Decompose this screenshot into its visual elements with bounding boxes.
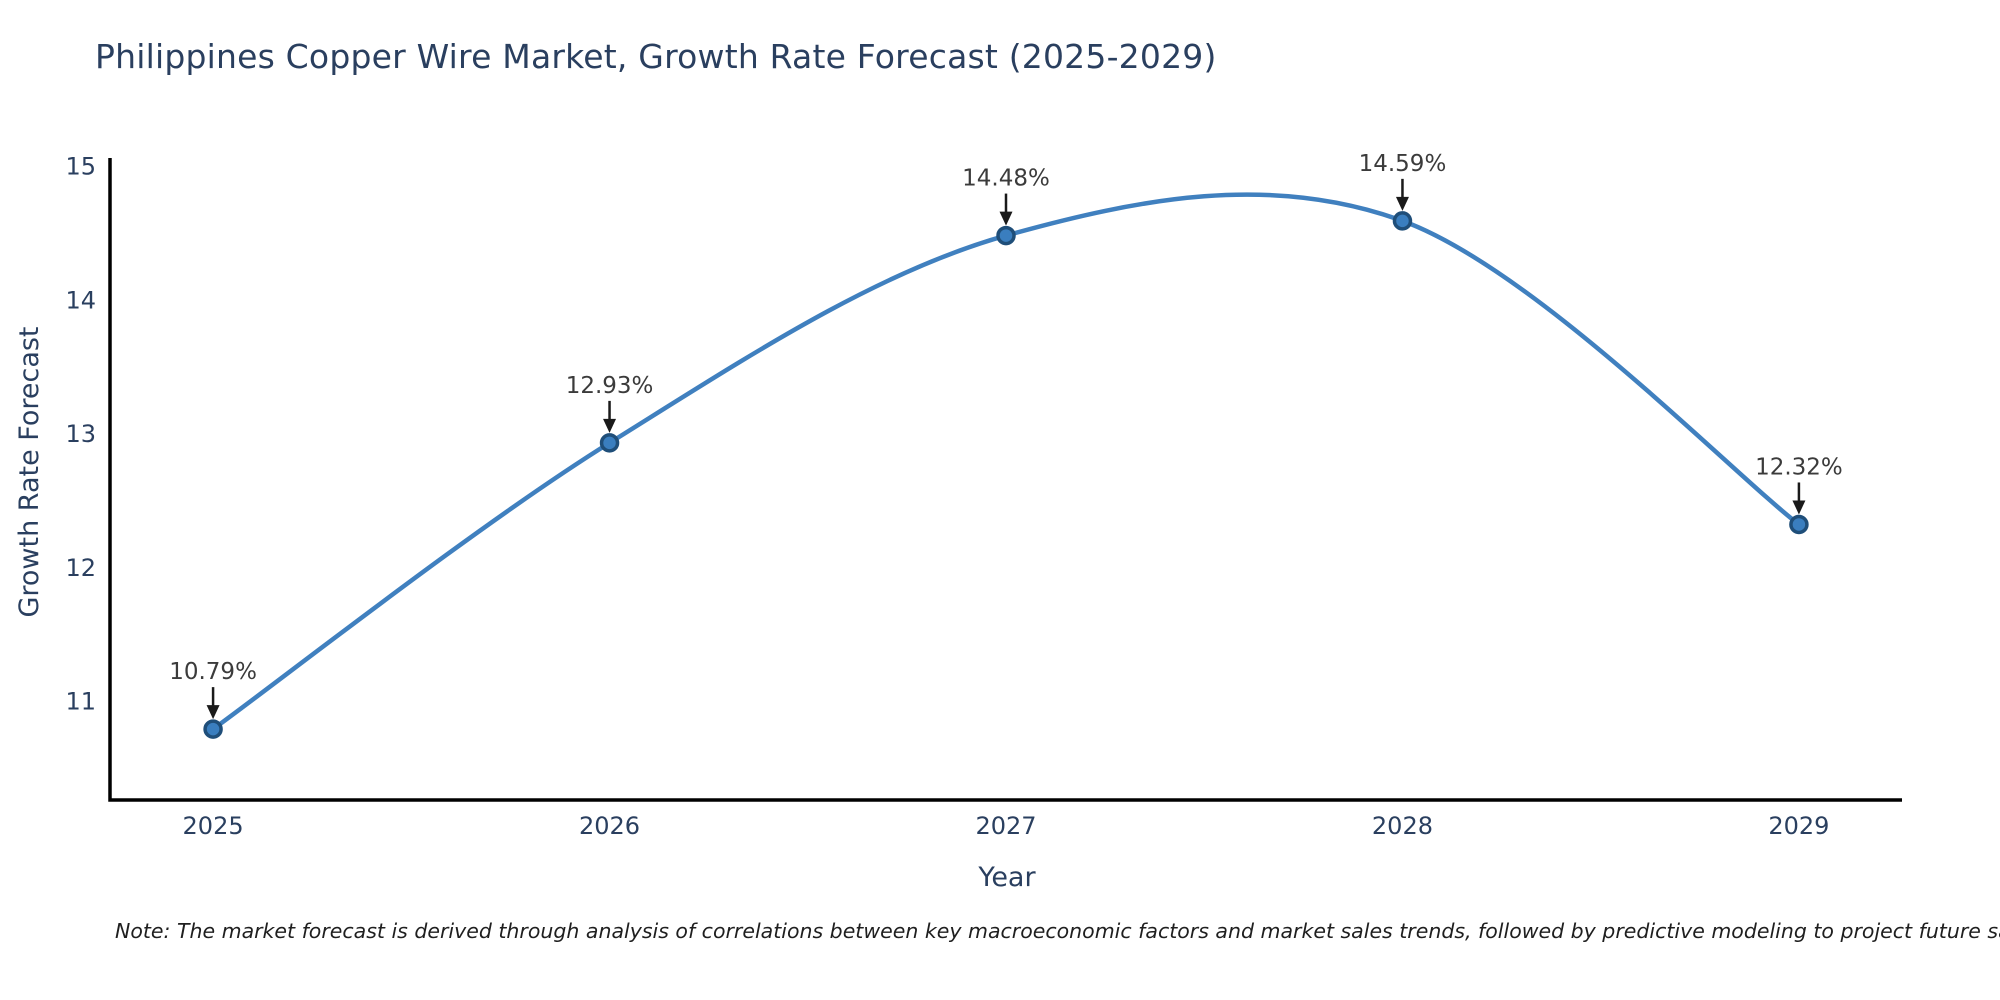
data-point-marker	[203, 719, 223, 739]
x-tick-label: 2029	[1768, 812, 1829, 840]
data-point-label: 12.93%	[566, 373, 654, 399]
data-point-marker	[1789, 514, 1809, 535]
data-point-label: 14.48%	[962, 166, 1050, 192]
data-point-label: 10.79%	[169, 659, 257, 685]
annotation-arrowhead-icon	[603, 418, 617, 433]
x-tick-label: 2025	[183, 812, 244, 840]
annotation-arrowhead-icon	[1792, 500, 1806, 515]
y-tick-label: 13	[65, 420, 96, 448]
x-tick-label: 2028	[1372, 812, 1433, 840]
annotation-arrowhead-icon	[206, 705, 220, 720]
axis-lines	[108, 158, 1902, 802]
trend-line	[210, 192, 1802, 732]
y-tick-label: 15	[65, 153, 96, 181]
x-tick-label: 2027	[975, 812, 1036, 840]
data-point-label: 12.32%	[1755, 454, 1843, 480]
data-point-marker	[1392, 211, 1413, 231]
y-axis-title: Growth Rate Forecast	[14, 326, 45, 617]
data-point-marker	[996, 225, 1016, 246]
y-tick-label: 12	[65, 554, 96, 582]
data-point-label: 14.59%	[1359, 151, 1447, 177]
x-tick-label: 2026	[579, 812, 640, 840]
y-tick-label: 11	[65, 688, 96, 716]
x-axis-title: Year	[977, 862, 1036, 893]
annotation-arrowhead-icon	[999, 211, 1013, 226]
chart-note: Note: The market forecast is derived thr…	[115, 919, 2000, 943]
annotation-arrowhead-icon	[1395, 196, 1409, 211]
data-point-marker	[599, 433, 620, 453]
chart-title: Philippines Copper Wire Market, Growth R…	[95, 37, 1217, 76]
y-tick-label: 14	[65, 286, 96, 314]
